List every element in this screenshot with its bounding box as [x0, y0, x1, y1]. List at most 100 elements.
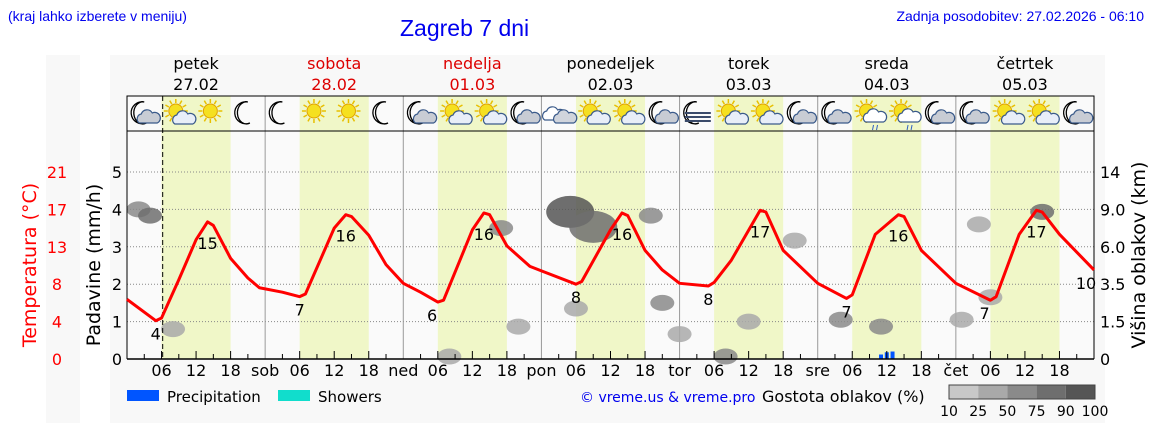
temperature-value-label: 15: [197, 234, 217, 253]
sun-ray: [203, 100, 207, 105]
sun-ray: [618, 117, 622, 122]
cloud-height-tick: 1.5: [1100, 313, 1125, 332]
density-tick: 25: [969, 404, 987, 420]
sun-ray: [320, 104, 325, 108]
sun-ray: [904, 100, 908, 105]
sun-ray: [1045, 104, 1050, 108]
sun-ray: [596, 104, 601, 108]
sun-cloud-icon: [750, 99, 784, 125]
moon-shape: [372, 101, 389, 125]
density-tick: 75: [1028, 404, 1046, 420]
sun-ray: [445, 100, 449, 105]
sun-icon: [198, 99, 223, 123]
cloud-shape: [516, 109, 541, 124]
sun-cloud-icon: [474, 99, 508, 125]
sun-ray: [579, 104, 584, 108]
cloud-mark: [161, 321, 186, 338]
sun-ray: [993, 104, 999, 108]
sun-ray: [165, 114, 170, 118]
precipitation-tick: 3: [112, 238, 122, 257]
x-hour-label: 18: [773, 361, 793, 380]
rain-drop: [906, 124, 909, 131]
day-date: 27.02: [173, 75, 219, 94]
temperature-tick: 13: [47, 238, 67, 257]
sun-ray: [894, 100, 898, 105]
sun-ray: [203, 117, 207, 122]
sun-ray: [618, 100, 622, 105]
sun-icon: [301, 99, 326, 123]
cloud-mark: [650, 294, 675, 311]
temperature-value-label: 16: [888, 227, 908, 246]
sun-ray: [766, 100, 770, 105]
temperature-value-label: 16: [336, 227, 356, 246]
legend-label: Showers: [318, 388, 382, 406]
sun-ray: [479, 100, 484, 105]
density-swatch: [978, 385, 1008, 399]
cloud-shape: [1035, 110, 1060, 125]
moon-cloud-icon: [821, 101, 852, 125]
x-day-label: pon: [526, 361, 556, 380]
sun-disc: [340, 103, 356, 119]
precipitation-bar: [890, 351, 895, 359]
sun-ray: [317, 100, 321, 105]
sun-disc: [202, 103, 218, 119]
credit-link[interactable]: © vreme.us & vreme.pro: [580, 390, 755, 406]
x-hour-label: 06: [842, 361, 862, 380]
moon-cloud-icon: [130, 101, 161, 125]
sun-ray: [216, 104, 222, 108]
sun-ray: [1042, 100, 1046, 105]
cloud-mark: [506, 318, 531, 335]
cloud-mark: [713, 348, 738, 365]
sun-ray: [628, 100, 632, 105]
x-hour-label: 18: [635, 361, 655, 380]
sun-ray: [445, 117, 449, 122]
sun-ray: [489, 100, 494, 105]
sun-ray: [721, 100, 726, 105]
cloud-mark: [736, 313, 761, 330]
density-tick: 50: [998, 404, 1016, 420]
cloud-shape: [586, 110, 611, 125]
sun-ray: [731, 100, 736, 105]
cloud-density-title: Gostota oblakov (%): [762, 387, 925, 406]
legend-swatch: [278, 390, 310, 401]
x-hour-label: 12: [324, 361, 344, 380]
sun-ray: [337, 114, 342, 118]
precipitation-tick: 1: [112, 313, 122, 332]
sun-ray: [320, 114, 325, 118]
legend-swatch: [127, 390, 159, 401]
x-day-label: čet: [943, 361, 968, 380]
density-tick: 90: [1057, 404, 1075, 420]
sun-ray: [355, 114, 360, 118]
sun-cloud-icon: [612, 99, 646, 125]
sun-ray: [614, 114, 619, 118]
precipitation-tick: 2: [112, 275, 122, 294]
x-day-label: sre: [806, 361, 830, 380]
temperature-tick: 0: [52, 350, 62, 369]
x-hour-label: 06: [428, 361, 448, 380]
cloud-mark: [638, 207, 663, 224]
density-swatch: [1036, 385, 1066, 399]
moon-cloud-icon: [1062, 101, 1094, 125]
sun-cloud-icon: [716, 99, 750, 125]
sun-ray: [182, 104, 187, 108]
day-name: četrtek: [996, 54, 1054, 73]
temperature-line: [126, 208, 1096, 323]
day-date: 04.03: [864, 75, 910, 94]
sun-ray: [1008, 100, 1012, 105]
temperature-value-label: 17: [1026, 222, 1046, 241]
sun-ray: [199, 104, 204, 108]
moon-cloud-icon: [924, 101, 956, 125]
x-hour-label: 12: [1015, 361, 1035, 380]
cloud-mark: [667, 326, 692, 343]
sun-ray: [441, 114, 446, 118]
sun-ray: [734, 104, 740, 108]
cloud-mark: [569, 210, 618, 243]
temperature-value-label: 17: [750, 222, 770, 241]
cloud-shape: [930, 109, 956, 124]
sun-ray: [169, 100, 173, 105]
sun-ray: [455, 100, 459, 105]
daytime-band: [161, 96, 231, 359]
sun-rain-icon: [854, 99, 888, 131]
sun-ray: [355, 104, 360, 108]
